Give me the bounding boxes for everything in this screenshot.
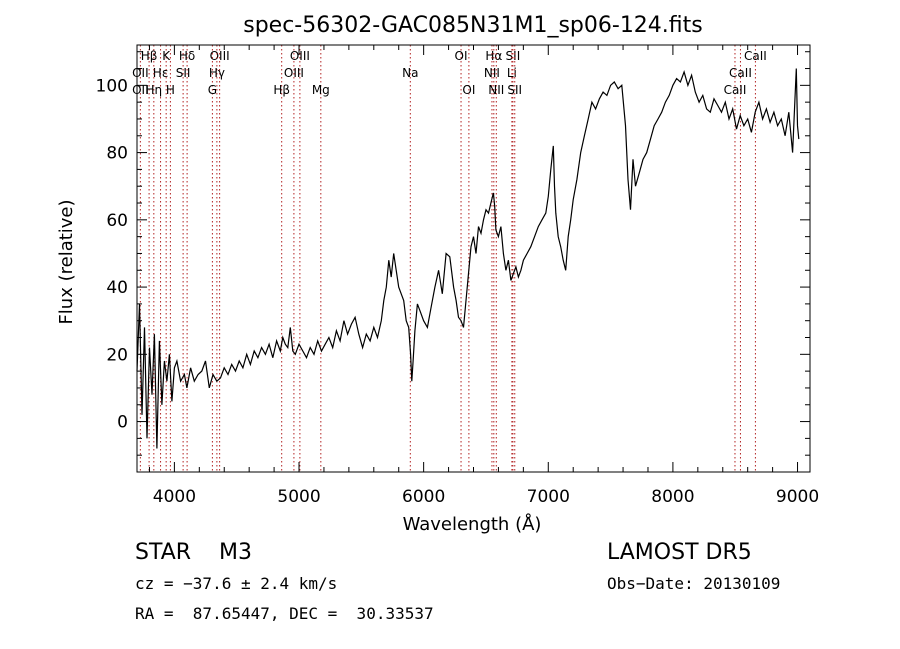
line-marker-label: K bbox=[162, 49, 171, 63]
line-marker-label: OIII bbox=[210, 49, 230, 63]
y-tick-label: 100 bbox=[96, 76, 128, 96]
line-marker-label: SII bbox=[176, 66, 191, 80]
object-type-label: STAR M3 bbox=[135, 540, 252, 565]
y-tick-label: 60 bbox=[106, 211, 128, 231]
chart-title: spec-56302-GAC085N31M1_sp06-124.fits bbox=[243, 13, 703, 38]
line-marker-label: Hη bbox=[146, 83, 163, 97]
line-marker-label: G bbox=[208, 83, 217, 97]
coordinates: RA = 87.65447, DEC = 30.33537 bbox=[135, 604, 434, 623]
x-tick-label: 9000 bbox=[776, 487, 819, 507]
line-marker-label: OII bbox=[132, 66, 149, 80]
observation-date: Obs−Date: 20130109 bbox=[607, 574, 781, 593]
line-marker-label: Hε bbox=[153, 66, 169, 80]
x-tick-label: 4000 bbox=[153, 487, 196, 507]
line-marker-label: NII bbox=[488, 83, 504, 97]
spectrum-series bbox=[136, 68, 800, 449]
y-axis: 0 20 40 60 80 100 bbox=[96, 51, 810, 456]
line-marker-label: CaII bbox=[729, 66, 752, 80]
line-marker-label: CaII bbox=[724, 83, 747, 97]
survey-label: LAMOST DR5 bbox=[607, 540, 752, 565]
line-marker-label: Hα bbox=[485, 49, 502, 63]
line-marker-label: Mg bbox=[312, 83, 330, 97]
line-marker-label: Hγ bbox=[209, 66, 225, 80]
line-marker-label: CaII bbox=[744, 49, 767, 63]
y-tick-label: 20 bbox=[106, 345, 128, 365]
line-marker-label: SII bbox=[506, 49, 521, 63]
x-axis-label: Wavelength (Å) bbox=[403, 513, 542, 535]
line-marker-label: Hβ bbox=[141, 49, 158, 63]
line-marker-label: Hβ bbox=[273, 83, 290, 97]
redshift-velocity: cz = −37.6 ± 2.4 km/s bbox=[135, 574, 338, 593]
plot-frame bbox=[136, 44, 811, 473]
emission-line-markers: Hβ OII OII K Hε Hη H Hδ SII OIII Hγ G Hβ OIII OIII Mg Na… bbox=[132, 45, 767, 472]
line-marker-label: OIII bbox=[284, 66, 304, 80]
line-marker-label: H bbox=[166, 83, 175, 97]
x-tick-label: 7000 bbox=[527, 487, 570, 507]
x-tick-label: 8000 bbox=[651, 487, 694, 507]
line-marker-label: Li bbox=[507, 66, 517, 80]
x-axis: 4000 5000 6000 7000 8000 9000 bbox=[148, 45, 819, 507]
line-marker-label: Hδ bbox=[179, 49, 195, 63]
line-marker-label: OIII bbox=[290, 49, 310, 63]
line-marker-label: OII bbox=[132, 83, 149, 97]
line-marker-label: OI bbox=[462, 83, 475, 97]
y-tick-label: 40 bbox=[106, 278, 128, 298]
line-marker-label: OI bbox=[455, 49, 468, 63]
line-marker-label: SII bbox=[507, 83, 522, 97]
y-tick-label: 0 bbox=[117, 413, 128, 433]
y-axis-label: Flux (relative) bbox=[56, 199, 77, 324]
line-marker-label: NII bbox=[484, 66, 500, 80]
line-marker-label: Na bbox=[402, 66, 418, 80]
x-tick-label: 6000 bbox=[402, 487, 445, 507]
x-tick-label: 5000 bbox=[277, 487, 320, 507]
y-tick-label: 80 bbox=[106, 144, 128, 164]
